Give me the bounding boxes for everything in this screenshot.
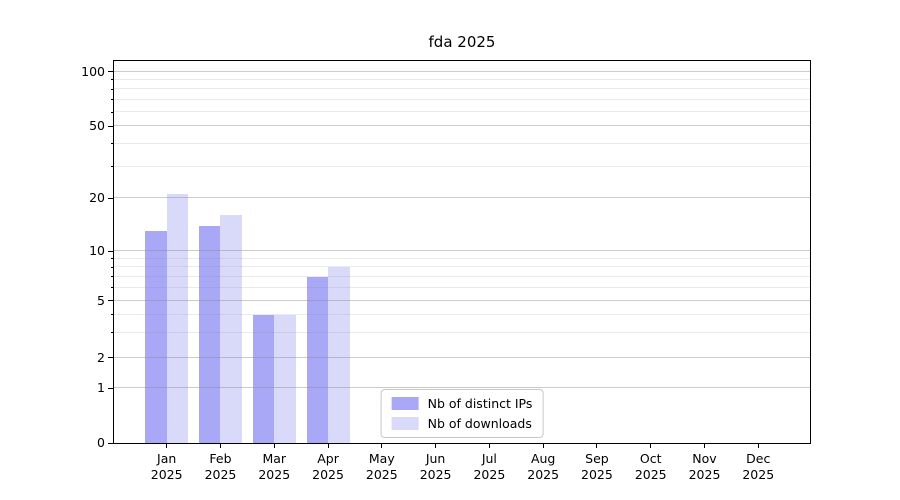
x-tick-label-dec: Dec 2025: [730, 451, 786, 483]
legend-label-downloads: Nb of downloads: [427, 416, 532, 431]
y-tick-label-10: 10: [89, 243, 105, 259]
x-tick-label-may: May 2025: [354, 451, 410, 483]
legend-entry-downloads: Nb of downloads: [391, 416, 533, 431]
x-tick-label-month: Sep: [585, 451, 609, 466]
y-tick-label-50: 50: [89, 118, 105, 134]
x-tick-label-year: 2025: [204, 467, 237, 482]
bar-distinct-ips-apr: [306, 276, 329, 443]
x-tick-label-year: 2025: [527, 467, 560, 482]
x-tick-mark-apr: [327, 444, 329, 448]
x-tick-label-month: Dec: [746, 451, 771, 466]
bar-distinct-ips-feb: [198, 225, 221, 443]
x-tick-label-mar: Mar 2025: [246, 451, 302, 483]
y-tick-label-0: 0: [97, 435, 105, 450]
x-tick-mark-jul: [488, 444, 490, 448]
bar-downloads-feb: [220, 215, 242, 443]
x-tick-label-year: 2025: [365, 467, 398, 482]
bar-distinct-ips-mar: [252, 314, 275, 443]
bar-downloads-jan: [166, 194, 189, 443]
legend-label-distinct-ips: Nb of distinct IPs: [427, 396, 533, 411]
bar-downloads-mar: [274, 314, 296, 443]
plot-area: Nb of distinct IPs Nb of downloads: [113, 60, 811, 444]
chart-title: fda 2025: [428, 33, 496, 51]
legend-swatch-downloads: [391, 417, 419, 430]
x-tick-label-jul: Jul 2025: [461, 451, 517, 483]
y-tick-label-5: 5: [97, 292, 105, 308]
x-tick-mark-aug: [542, 444, 544, 448]
x-tick-label-oct: Oct 2025: [623, 451, 679, 483]
bar-distinct-ips-jan: [145, 231, 167, 443]
x-tick-label-year: 2025: [634, 467, 667, 482]
x-tick-label-jun: Jun 2025: [408, 451, 464, 483]
bars-layer: [114, 61, 810, 443]
x-tick-label-apr: Apr 2025: [300, 451, 356, 483]
x-tick-mark-dec: [757, 444, 759, 448]
x-tick-label-month: Feb: [209, 451, 232, 466]
y-tick-label-1: 1: [97, 380, 105, 396]
x-tick-label-nov: Nov 2025: [677, 451, 733, 483]
legend-swatch-distinct-ips: [391, 397, 419, 410]
x-tick-mark-sep: [596, 444, 598, 448]
y-tick-label-20: 20: [89, 190, 105, 206]
y-tick-label-2: 2: [97, 349, 105, 365]
x-tick-label-month: Apr: [317, 451, 339, 466]
x-tick-mark-jan: [166, 444, 168, 448]
x-tick-label-month: Jan: [157, 451, 177, 466]
x-tick-label-month: Jul: [481, 451, 497, 466]
x-tick-label-year: 2025: [742, 467, 775, 482]
x-tick-label-month: Mar: [262, 451, 287, 466]
x-tick-label-year: 2025: [581, 467, 613, 482]
x-tick-label-year: 2025: [150, 467, 183, 482]
x-tick-label-month: Nov: [692, 451, 717, 466]
y-tick-label-100: 100: [81, 63, 105, 79]
x-tick-label-jan: Jan 2025: [139, 451, 195, 483]
x-tick-mark-nov: [704, 444, 705, 448]
x-tick-label-year: 2025: [312, 467, 344, 482]
x-tick-label-month: Oct: [639, 451, 662, 466]
legend: Nb of distinct IPs Nb of downloads: [380, 389, 544, 438]
x-tick-mark-oct: [650, 444, 652, 448]
x-tick-mark-may: [381, 444, 383, 448]
x-tick-mark-mar: [273, 444, 275, 448]
x-tick-label-year: 2025: [419, 467, 452, 482]
x-tick-mark-feb: [219, 444, 221, 448]
x-tick-label-month: Jun: [425, 451, 446, 466]
x-tick-label-month: May: [368, 451, 395, 466]
x-tick-label-month: Aug: [530, 451, 556, 466]
x-tick-label-aug: Aug 2025: [515, 451, 571, 483]
x-tick-mark-jun: [435, 444, 437, 448]
legend-entry-distinct-ips: Nb of distinct IPs: [391, 396, 533, 411]
x-tick-label-sep: Sep 2025: [569, 451, 625, 483]
x-tick-label-year: 2025: [688, 467, 721, 482]
x-tick-label-feb: Feb 2025: [192, 451, 248, 483]
bar-downloads-apr: [328, 267, 350, 443]
x-tick-label-year: 2025: [473, 467, 506, 482]
x-tick-label-year: 2025: [258, 467, 291, 482]
